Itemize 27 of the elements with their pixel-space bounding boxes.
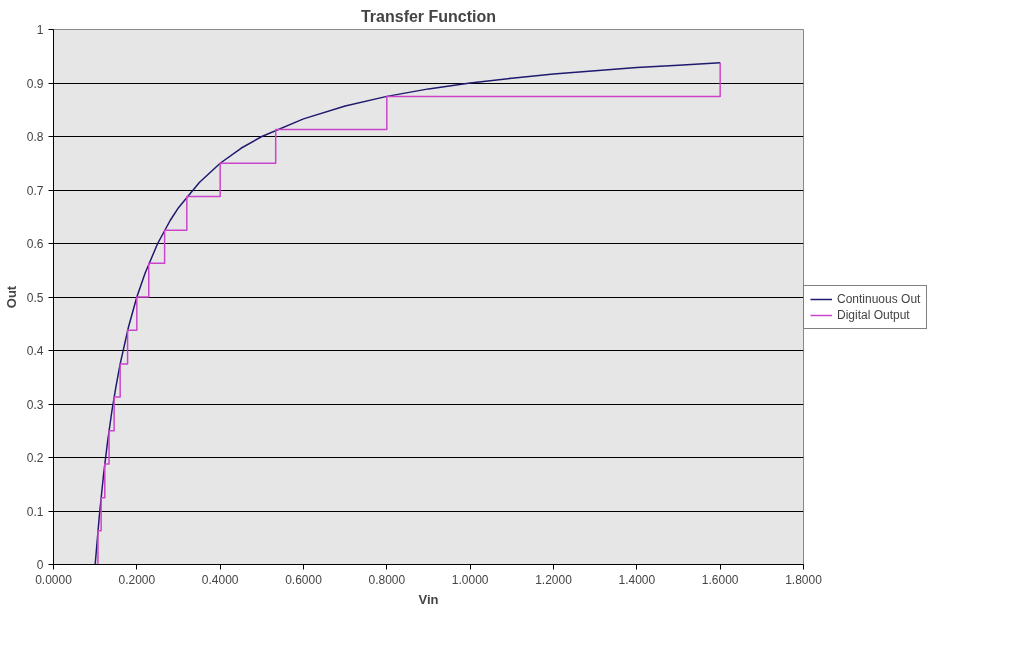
x-tick-label: 1.8000 [785,572,823,587]
legend-label: Digital Output [837,308,910,322]
x-tick-label: 1.4000 [618,572,656,587]
x-tick-label: 0.2000 [118,572,156,587]
y-tick-label: 0.2 [26,451,44,465]
x-tick-label: 0.4000 [201,572,239,587]
y-tick-label: 0.9 [26,76,44,91]
y-tick-label: 0.5 [26,290,44,305]
y-tick-label: 0.6 [26,237,44,251]
chart-title: Transfer Function [360,7,497,25]
y-tick-label: 0.8 [26,130,44,144]
y-tick-label: 1 [36,23,44,37]
legend-label: Continuous Out [837,292,921,306]
y-tick-label: 0.1 [26,504,44,519]
x-tick-label: 0.8000 [368,572,406,587]
y-tick-label: 0.3 [26,397,44,412]
y-axis-title: Out [3,285,19,309]
x-tick-label: 0.6000 [285,572,323,587]
x-tick-label: 0.0000 [35,572,73,587]
line-series [94,61,721,565]
y-tick-label: 0 [36,558,44,572]
x-tick-label: 1.2000 [535,572,573,587]
x-tick-label: 1.6000 [701,572,739,587]
x-axis-title: Vin [418,591,439,607]
y-tick-label: 0.4 [26,344,44,358]
x-tick-label: 1.0000 [451,572,489,587]
y-tick-label: 0.7 [26,183,44,198]
